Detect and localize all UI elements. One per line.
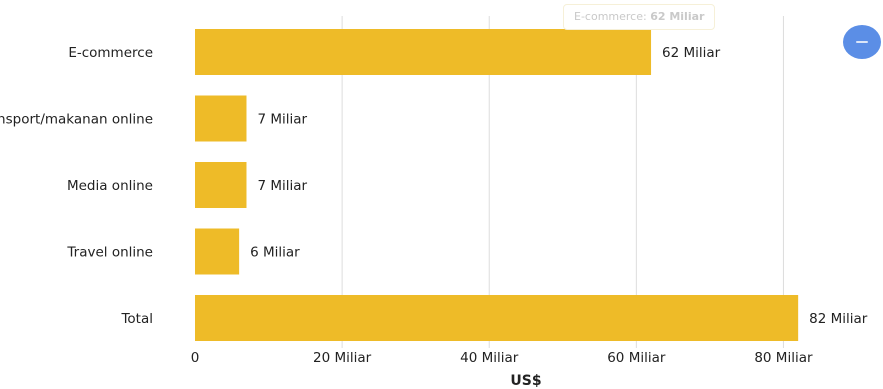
x-tick-label: 20 Miliar (313, 350, 372, 366)
bar (195, 95, 247, 142)
bar (195, 162, 247, 208)
value-label: 6 Miliar (250, 245, 300, 261)
minus-icon (856, 41, 868, 43)
bar (195, 29, 652, 75)
bar (195, 295, 799, 341)
x-tick-label: 40 Miliar (460, 350, 519, 366)
value-label: 82 Miliar (809, 311, 868, 327)
x-tick-label: 80 Miliar (754, 350, 813, 366)
bar (195, 228, 240, 275)
category-label: Travel online (66, 245, 153, 261)
value-label: 7 Miliar (257, 178, 307, 194)
category-label: E-commerce (68, 45, 153, 61)
tooltip-label: E-commerce: (574, 10, 647, 23)
x-tick-label: 0 (191, 350, 200, 366)
value-label: 7 Miliar (257, 112, 307, 128)
category-label: Media online (67, 178, 153, 194)
chart-tooltip: E-commerce: 62 Miliar (563, 4, 716, 30)
value-label: 62 Miliar (662, 45, 721, 61)
x-axis-title: US$ (510, 373, 541, 389)
x-tick-label: 60 Miliar (607, 350, 666, 366)
tooltip-value: 62 Miliar (650, 10, 705, 23)
collapse-button[interactable] (843, 25, 881, 59)
category-label: Transport/makanan online (0, 112, 153, 128)
category-label: Total (120, 311, 153, 327)
